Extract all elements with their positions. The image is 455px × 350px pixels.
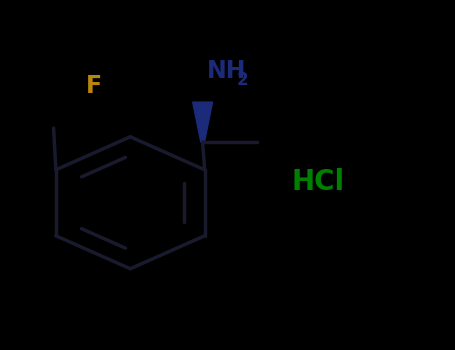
Text: HCl: HCl xyxy=(291,168,344,196)
Text: NH: NH xyxy=(207,59,247,83)
Polygon shape xyxy=(192,102,212,142)
Text: F: F xyxy=(86,75,102,98)
Text: 2: 2 xyxy=(237,70,248,89)
